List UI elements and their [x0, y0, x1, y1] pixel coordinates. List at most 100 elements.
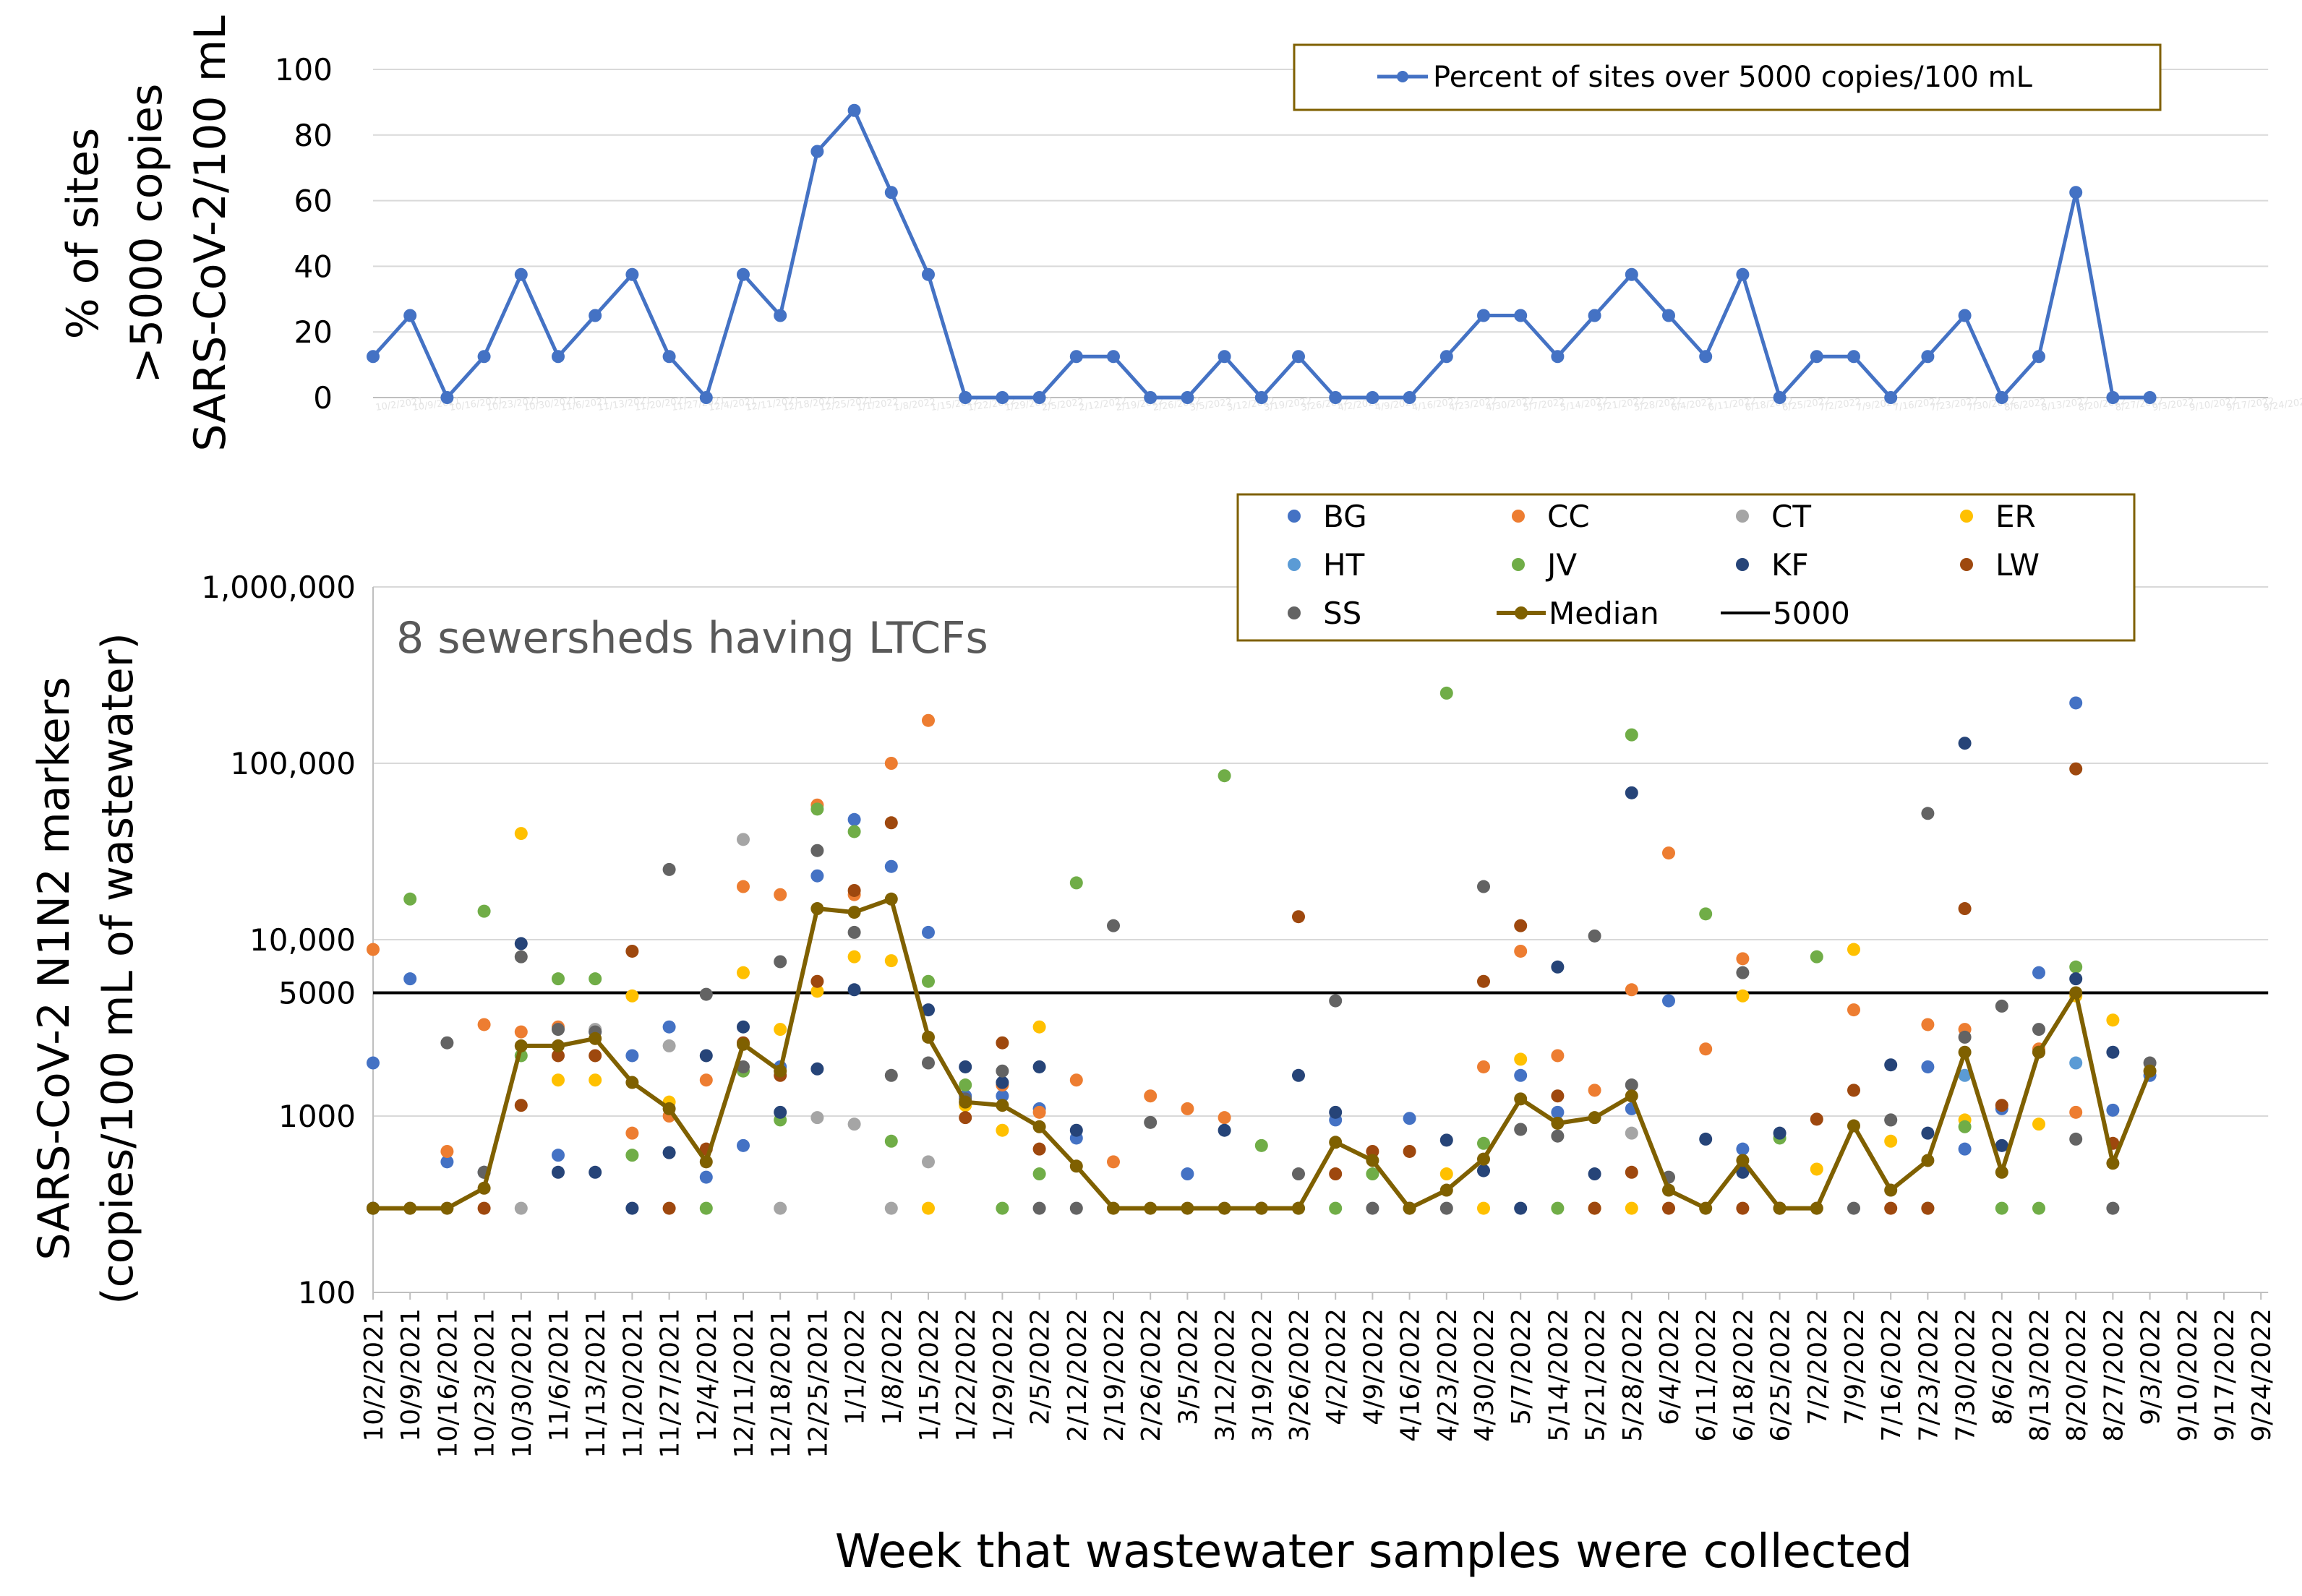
top-series-point	[1884, 391, 1898, 404]
median-point	[1439, 1183, 1453, 1197]
scatter-point-jv	[625, 1149, 639, 1162]
top-series-point	[1329, 391, 1343, 404]
top-legend-label: Percent of sites over 5000 copies/100 mL	[1433, 61, 2033, 94]
top-series-point	[2106, 391, 2120, 404]
median-point	[1847, 1119, 1860, 1133]
scatter-point-ss	[1736, 966, 1750, 979]
bottom-x-tick-label: 2/19/2022	[1100, 1308, 1129, 1442]
top-y-tick-label: 100	[275, 52, 333, 87]
median-point	[552, 1039, 565, 1052]
bottom-x-tick-label: 9/10/2022	[2173, 1308, 2203, 1442]
median-point	[737, 1037, 750, 1051]
bottom-x-tick-label: 11/13/2021	[581, 1308, 611, 1459]
bottom-x-tick-label: 7/30/2022	[1951, 1308, 1981, 1442]
scatter-point-jv	[1477, 1136, 1490, 1150]
top-chart-y-axis-label: % of sites >5000 copies SARS-CoV-2/100 mL	[58, 15, 236, 452]
scatter-point-cc	[1588, 1084, 1601, 1097]
median-point	[1292, 1201, 1305, 1215]
median-point	[1069, 1159, 1083, 1173]
scatter-point-ss	[996, 1064, 1009, 1078]
scatter-point-er	[589, 1073, 602, 1087]
legend-swatch-median-marker	[1515, 606, 1528, 619]
median-point	[810, 902, 824, 916]
median-point	[1144, 1201, 1158, 1215]
scatter-point-kf	[810, 1062, 824, 1076]
scatter-point-kf	[1551, 960, 1565, 974]
scatter-point-bg	[1958, 1142, 1972, 1156]
bottom-y-tick-label: 100,000	[230, 746, 356, 781]
scatter-point-jv	[810, 802, 824, 816]
top-series-point	[440, 391, 454, 404]
scatter-point-er	[1625, 1201, 1638, 1215]
bottom-x-tick-label: 4/9/2022	[1358, 1308, 1388, 1425]
scatter-point-lw	[1292, 910, 1305, 924]
scatter-point-kf	[1588, 1167, 1601, 1181]
scatter-point-lw	[1625, 1165, 1638, 1179]
scatter-point-lw	[1514, 919, 1528, 932]
top-series-point	[1292, 350, 1305, 364]
scatter-point-lw	[1403, 1144, 1416, 1158]
scatter-point-kf	[625, 1201, 639, 1215]
x-axis-title: Week that wastewater samples were collec…	[835, 1525, 1912, 1579]
median-point	[1403, 1201, 1416, 1215]
top-series-point	[1032, 391, 1046, 404]
scatter-point-ct	[737, 833, 750, 846]
median-point	[1329, 1136, 1343, 1149]
scatter-point-ss	[1958, 1030, 1972, 1044]
scatter-point-er	[1736, 989, 1750, 1003]
legend-swatch-ct	[1736, 510, 1749, 523]
scatter-point-lw	[1329, 1167, 1343, 1181]
top-series-point	[1181, 391, 1194, 404]
scatter-point-bg	[847, 812, 861, 826]
scatter-point-kf	[774, 1105, 787, 1119]
scatter-point-kf	[1514, 1201, 1528, 1215]
scatter-point-ht	[1958, 1068, 1972, 1082]
scatter-point-er	[552, 1073, 565, 1087]
scatter-point-ct	[662, 1039, 676, 1052]
scatter-point-jv	[884, 1134, 898, 1148]
scatter-point-cc	[367, 943, 380, 956]
top-y-tick-label: 20	[294, 314, 333, 350]
scatter-point-bg	[1514, 1068, 1528, 1082]
scatter-point-lw	[1958, 902, 1972, 916]
scatter-point-bg	[552, 1149, 565, 1162]
scatter-point-er	[810, 984, 824, 998]
scatter-point-lw	[589, 1049, 602, 1063]
scatter-point-kf	[662, 1146, 676, 1159]
bottom-x-tick-label: 1/22/2022	[951, 1308, 981, 1442]
scatter-point-kf	[847, 983, 861, 997]
scatter-point-er	[1514, 1052, 1528, 1066]
bottom-x-tick-label: 7/9/2022	[1840, 1308, 1870, 1425]
top-y-tick-label: 60	[294, 184, 333, 219]
median-point	[1588, 1111, 1601, 1125]
legend-label-ss: SS	[1323, 596, 1361, 631]
top-y-label-line: % of sites	[58, 128, 108, 340]
bottom-x-tick-label: 6/25/2022	[1766, 1308, 1796, 1442]
median-point	[1625, 1089, 1638, 1103]
bottom-x-tick-label: 12/18/2021	[766, 1308, 796, 1459]
top-series-point	[1699, 350, 1713, 364]
top-series-point	[1107, 350, 1120, 364]
top-series-point	[1773, 391, 1787, 404]
scatter-point-er	[996, 1123, 1009, 1137]
top-series-point	[1958, 309, 1972, 322]
top-series-point	[1477, 309, 1490, 322]
scatter-point-cc	[625, 1126, 639, 1140]
legend-label-jv: JV	[1545, 547, 1577, 583]
scatter-point-cc	[1625, 983, 1638, 997]
top-y-tick-label: 80	[294, 118, 333, 153]
bottom-x-tick-label: 4/23/2022	[1433, 1308, 1463, 1442]
scatter-point-jv	[1218, 769, 1231, 783]
bottom-x-tick-label: 11/20/2021	[618, 1308, 648, 1459]
scatter-point-cc	[1181, 1102, 1194, 1115]
scatter-point-bg	[737, 1138, 750, 1152]
bottom-x-tick-label: 9/24/2022	[2247, 1308, 2277, 1442]
top-series-point	[959, 391, 972, 404]
scatter-point-ss	[1921, 807, 1935, 820]
scatter-point-ss	[1439, 1201, 1453, 1215]
bottom-x-tick-label: 4/16/2022	[1396, 1308, 1426, 1442]
scatter-point-jv	[589, 972, 602, 986]
bottom-x-tick-label: 3/19/2022	[1248, 1308, 1278, 1442]
scatter-point-bg	[810, 869, 824, 883]
median-point	[589, 1031, 602, 1045]
